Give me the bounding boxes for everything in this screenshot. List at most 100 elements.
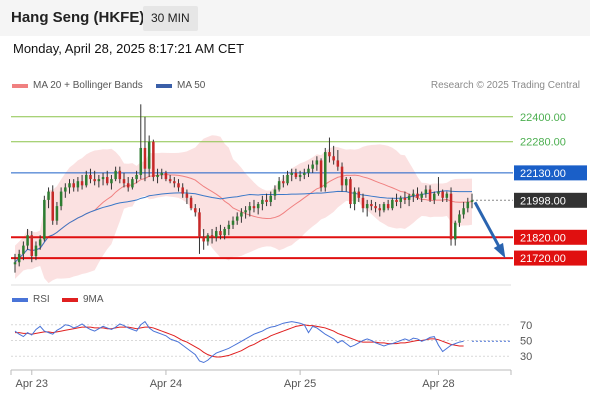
interval-button[interactable]: 30 MIN (143, 6, 198, 31)
candle-body (340, 166, 344, 186)
candle-body (462, 208, 465, 215)
candle-body (386, 204, 390, 209)
candle-body (244, 210, 247, 213)
candle-body (282, 181, 285, 184)
candle-body (173, 181, 176, 184)
candle-body (143, 147, 147, 169)
candle-body (156, 174, 159, 178)
candle-body (290, 172, 293, 175)
candle-body (416, 193, 419, 198)
level-box-last (514, 192, 587, 208)
candle-body (437, 191, 440, 194)
rsi-tick-label: 30 (520, 351, 532, 363)
candle-body (139, 147, 143, 175)
candle-body (59, 191, 63, 207)
candle-body (235, 216, 239, 221)
candle-body (353, 191, 356, 205)
candle-body (55, 206, 59, 221)
candle-body (85, 174, 88, 186)
bollinger-band (15, 135, 472, 284)
legend-ma20-label: MA 20 + Bollinger Bands (33, 80, 143, 91)
candle-body (248, 206, 252, 211)
candle-body (261, 199, 264, 205)
candle-body (374, 206, 377, 209)
candle-body (43, 199, 46, 240)
candle-body (13, 262, 17, 265)
candle-body (458, 214, 461, 223)
level-label-s1: 21820.00 (520, 232, 566, 244)
candle-body (51, 191, 54, 221)
candle-body (344, 179, 348, 186)
candle-body (311, 164, 314, 169)
rsi-tick-label: 50 (520, 336, 532, 348)
candle-body (189, 197, 193, 209)
x-tick-label: Apr 25 (284, 378, 316, 390)
candle-body (382, 204, 386, 211)
candle-body (30, 235, 34, 256)
rsi-line (14, 320, 464, 364)
candle-body (303, 172, 306, 175)
candles (13, 104, 474, 273)
candle-body (181, 187, 184, 194)
candle-body (135, 174, 138, 180)
candle-body (76, 181, 80, 188)
candle-body (328, 152, 331, 157)
candle-body (68, 183, 71, 188)
level-label-r2: 22400.00 (520, 112, 566, 124)
candle-body (210, 235, 214, 238)
candle-body (407, 195, 411, 200)
candle-body (395, 199, 398, 202)
legend-ma9-label: 9MA (83, 294, 104, 305)
rsi-panel: 70 50 30 (11, 320, 532, 363)
candle-body (286, 174, 289, 184)
level-labels: 22400.00 22280.00 22130.00 21998.00 21820.00… (514, 112, 587, 266)
candle-body (177, 183, 180, 188)
candle-body (315, 160, 319, 165)
candle-body (449, 193, 453, 240)
level-label-pivot: 22130.00 (520, 168, 566, 180)
candle-body (277, 181, 281, 190)
legend-ma50: MA 50 (156, 80, 205, 91)
candle-body (470, 200, 474, 202)
candle-body (307, 168, 310, 173)
candle-body (147, 141, 151, 169)
candle-body (256, 204, 260, 209)
candle-body (101, 177, 105, 180)
legend-ma50-label: MA 50 (177, 80, 206, 91)
candle-body (118, 170, 122, 180)
candle-body (206, 235, 210, 242)
candle-body (378, 208, 382, 211)
candle-body (424, 189, 428, 194)
candle-body (17, 253, 21, 263)
legend-ma9: 9MA (62, 294, 104, 305)
candle-body (391, 199, 394, 209)
candle-body (453, 222, 457, 240)
forecast-arrow-shaft (473, 201, 505, 255)
candle-body (219, 231, 222, 236)
rsi-swatch (12, 297, 28, 302)
candle-body (185, 193, 189, 198)
candle-body (131, 179, 134, 188)
ma50-line (14, 190, 473, 263)
candle-body (97, 179, 101, 182)
candle-body (114, 170, 117, 180)
candle-body (110, 179, 113, 184)
candle-body (34, 245, 38, 256)
candle-body (336, 160, 340, 167)
chart-datetime: Monday, April 28, 2025 8:17:21 AM CET (13, 41, 245, 56)
candle-body (126, 183, 130, 188)
candle-body (89, 174, 92, 180)
legend-ma20: MA 20 + Bollinger Bands (12, 80, 143, 91)
legend-rsi-label: RSI (33, 294, 50, 305)
candle-body (93, 179, 96, 182)
rsi-tick-label: 70 (520, 320, 532, 332)
candle-body (298, 174, 302, 178)
level-box-s2 (514, 250, 587, 266)
candle-body (361, 197, 365, 209)
legend-rsi: RSI (12, 294, 50, 305)
candle-body (294, 172, 298, 178)
candle-body (269, 195, 273, 202)
x-tick-label: Apr 28 (422, 378, 454, 390)
candle-body (223, 228, 226, 236)
